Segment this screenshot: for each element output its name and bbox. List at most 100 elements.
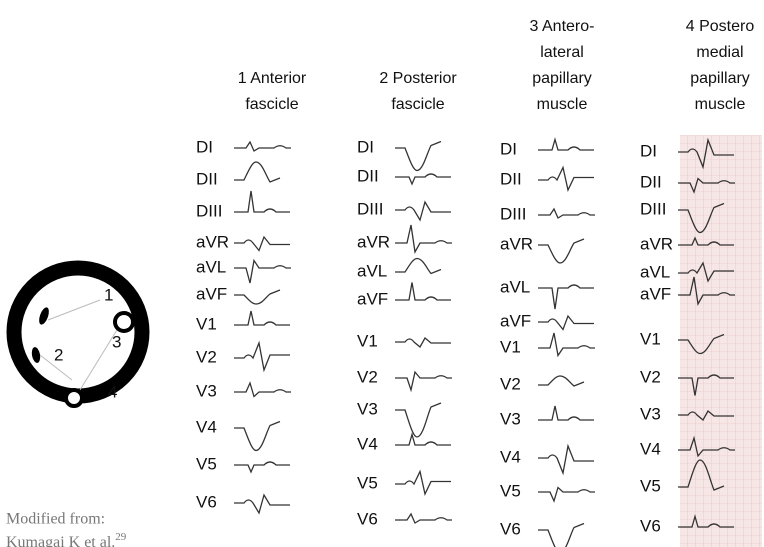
column-header: 1 Anterior bbox=[238, 70, 307, 87]
lead-label: V1 bbox=[500, 337, 521, 356]
ecg-trace bbox=[234, 493, 290, 515]
column-header: papillary bbox=[532, 70, 592, 87]
ecg-trace bbox=[678, 137, 734, 170]
lead-label: DII bbox=[357, 166, 379, 185]
column-header: fascicle bbox=[245, 96, 298, 113]
column-header: medial bbox=[696, 44, 743, 61]
lead-label: DII bbox=[196, 169, 218, 188]
lead-label: V6 bbox=[640, 516, 661, 535]
lead-label: aVF bbox=[500, 311, 531, 330]
reference: 29 bbox=[115, 531, 127, 543]
ecg-trace bbox=[395, 140, 442, 172]
column-header: muscle bbox=[537, 96, 588, 113]
ecg-trace bbox=[538, 314, 594, 331]
lead-label: V2 bbox=[640, 367, 661, 386]
lead-label: V4 bbox=[196, 417, 217, 436]
column-header: papillary bbox=[690, 70, 750, 87]
lead-label: V3 bbox=[500, 409, 521, 428]
lead-label: V5 bbox=[357, 473, 378, 492]
column-header: 4 Postero bbox=[686, 18, 755, 35]
ecg-trace bbox=[538, 284, 594, 310]
ecg-trace bbox=[395, 512, 452, 524]
lead-label: aVL bbox=[357, 261, 387, 280]
ecg-trace bbox=[538, 238, 585, 264]
ecg-trace bbox=[395, 257, 442, 275]
ecg-trace bbox=[538, 522, 585, 547]
ecg-trace bbox=[234, 420, 281, 452]
lead-label: V5 bbox=[500, 481, 521, 500]
lead-label: V6 bbox=[357, 509, 378, 528]
lead-label: aVR bbox=[640, 234, 673, 253]
ecg-trace bbox=[678, 177, 735, 194]
ecg-trace bbox=[234, 235, 290, 252]
lead-label: V1 bbox=[357, 331, 378, 350]
lead-label: V1 bbox=[640, 329, 661, 348]
column-header: fascicle bbox=[391, 96, 444, 113]
ecg-trace bbox=[538, 137, 594, 151]
lead-label: V5 bbox=[196, 454, 217, 473]
site-label: 3 bbox=[112, 332, 121, 351]
ecg-trace bbox=[234, 190, 290, 213]
ecg-trace bbox=[234, 140, 291, 152]
lead-label: aVL bbox=[640, 262, 670, 281]
column-header: muscle bbox=[695, 96, 746, 113]
lead-label: V2 bbox=[196, 347, 217, 366]
lead-label: aVR bbox=[196, 232, 229, 251]
site-label: 2 bbox=[54, 345, 63, 364]
ecg-trace bbox=[395, 224, 452, 254]
ecg-trace bbox=[678, 409, 734, 422]
lead-label: V4 bbox=[357, 434, 378, 453]
lead-label: DII bbox=[500, 169, 522, 188]
lead-label: DIII bbox=[357, 199, 383, 218]
ecg-trace bbox=[678, 261, 734, 283]
lead-label: aVF bbox=[196, 284, 227, 303]
ecg-trace bbox=[538, 443, 594, 476]
lead-label: V1 bbox=[196, 314, 217, 333]
ecg-trace bbox=[395, 173, 451, 186]
ecg-trace bbox=[234, 310, 290, 326]
lead-label: V2 bbox=[357, 367, 378, 386]
lead-label: aVL bbox=[196, 257, 226, 276]
lead-label: DI bbox=[500, 139, 517, 158]
column-header: 2 Posterior bbox=[379, 70, 457, 87]
caption: Modified from: bbox=[6, 511, 105, 528]
ecg-trace bbox=[538, 405, 594, 421]
ecg-trace bbox=[234, 461, 290, 474]
ecg-trace bbox=[395, 469, 451, 496]
lead-label: DIII bbox=[196, 201, 222, 220]
caption: Kumagai K et al.29 bbox=[6, 531, 127, 547]
ecg-trace bbox=[678, 333, 725, 355]
lead-label: aVF bbox=[357, 289, 388, 308]
ecg-trace bbox=[395, 370, 452, 393]
lead-label: DI bbox=[357, 137, 374, 156]
ecg-trace bbox=[234, 340, 290, 373]
lead-label: V6 bbox=[196, 492, 217, 511]
lead-label: aVF bbox=[640, 284, 671, 303]
ecg-trace bbox=[678, 374, 734, 396]
ecg-trace bbox=[395, 282, 451, 301]
ecg-trace bbox=[234, 289, 281, 305]
ecg-trace bbox=[538, 486, 595, 503]
caption-text: Kumagai K et al. bbox=[6, 534, 115, 547]
heart-diagram: 1 2 3 4 bbox=[6, 260, 150, 408]
site-label: 1 bbox=[104, 285, 113, 304]
ecg-trace bbox=[678, 236, 734, 246]
ecg-trace bbox=[234, 381, 291, 398]
ecg-paper bbox=[680, 135, 762, 547]
lead-label: DII bbox=[640, 172, 662, 191]
lead-label: V4 bbox=[500, 447, 521, 466]
ecg-trace bbox=[538, 332, 595, 358]
lead-label: V6 bbox=[500, 519, 521, 538]
lead-label: DIII bbox=[500, 204, 526, 223]
ecg-trace bbox=[538, 375, 585, 387]
lead-label: V3 bbox=[357, 399, 378, 418]
site-label: 4 bbox=[108, 382, 117, 401]
lead-label: aVR bbox=[500, 234, 533, 253]
lead-label: DI bbox=[640, 141, 657, 160]
ecg-trace bbox=[678, 202, 725, 234]
ecg-trace bbox=[678, 435, 735, 458]
lead-label: V3 bbox=[196, 381, 217, 400]
lead-label: V2 bbox=[500, 374, 521, 393]
lead-label: aVL bbox=[500, 277, 530, 296]
